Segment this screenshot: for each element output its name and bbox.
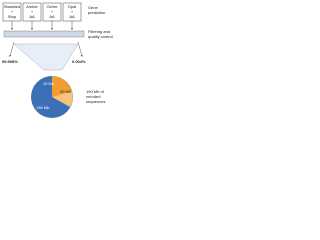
result-label: recoded [86,94,100,99]
box-label: AA [69,14,75,19]
pie-label: 30 Mb [60,89,72,94]
step-label: quality control [88,34,113,39]
pie-slice [52,91,73,107]
box-label: Amber [26,4,38,9]
step-label: Gene [88,5,99,10]
result-label: 190 Mb of [86,89,105,94]
step-label: Filtering and [88,29,110,34]
split-label: 99.908% [2,59,18,64]
funnel [13,43,79,71]
step-label: prediction [88,10,105,15]
box-label: Stop [8,14,17,19]
box-label: AA [49,14,55,19]
filter-bar [3,30,85,38]
box-label: Opal [68,4,77,9]
split-label: 0.004% [72,59,86,64]
box-label: + [11,9,14,14]
box-label: Ochre [47,4,59,9]
result-label: sequences [86,99,105,104]
box-label: AA [29,14,35,19]
box-label: + [31,9,34,14]
arrow [77,41,83,57]
pie-label: 136 Mb [36,105,50,110]
pie-slice [52,76,72,97]
pie-label: 15 Mb [43,81,55,86]
arrow [9,41,15,57]
box-label: + [71,9,74,14]
box-label: Standard [4,4,20,9]
box-label: + [51,9,54,14]
